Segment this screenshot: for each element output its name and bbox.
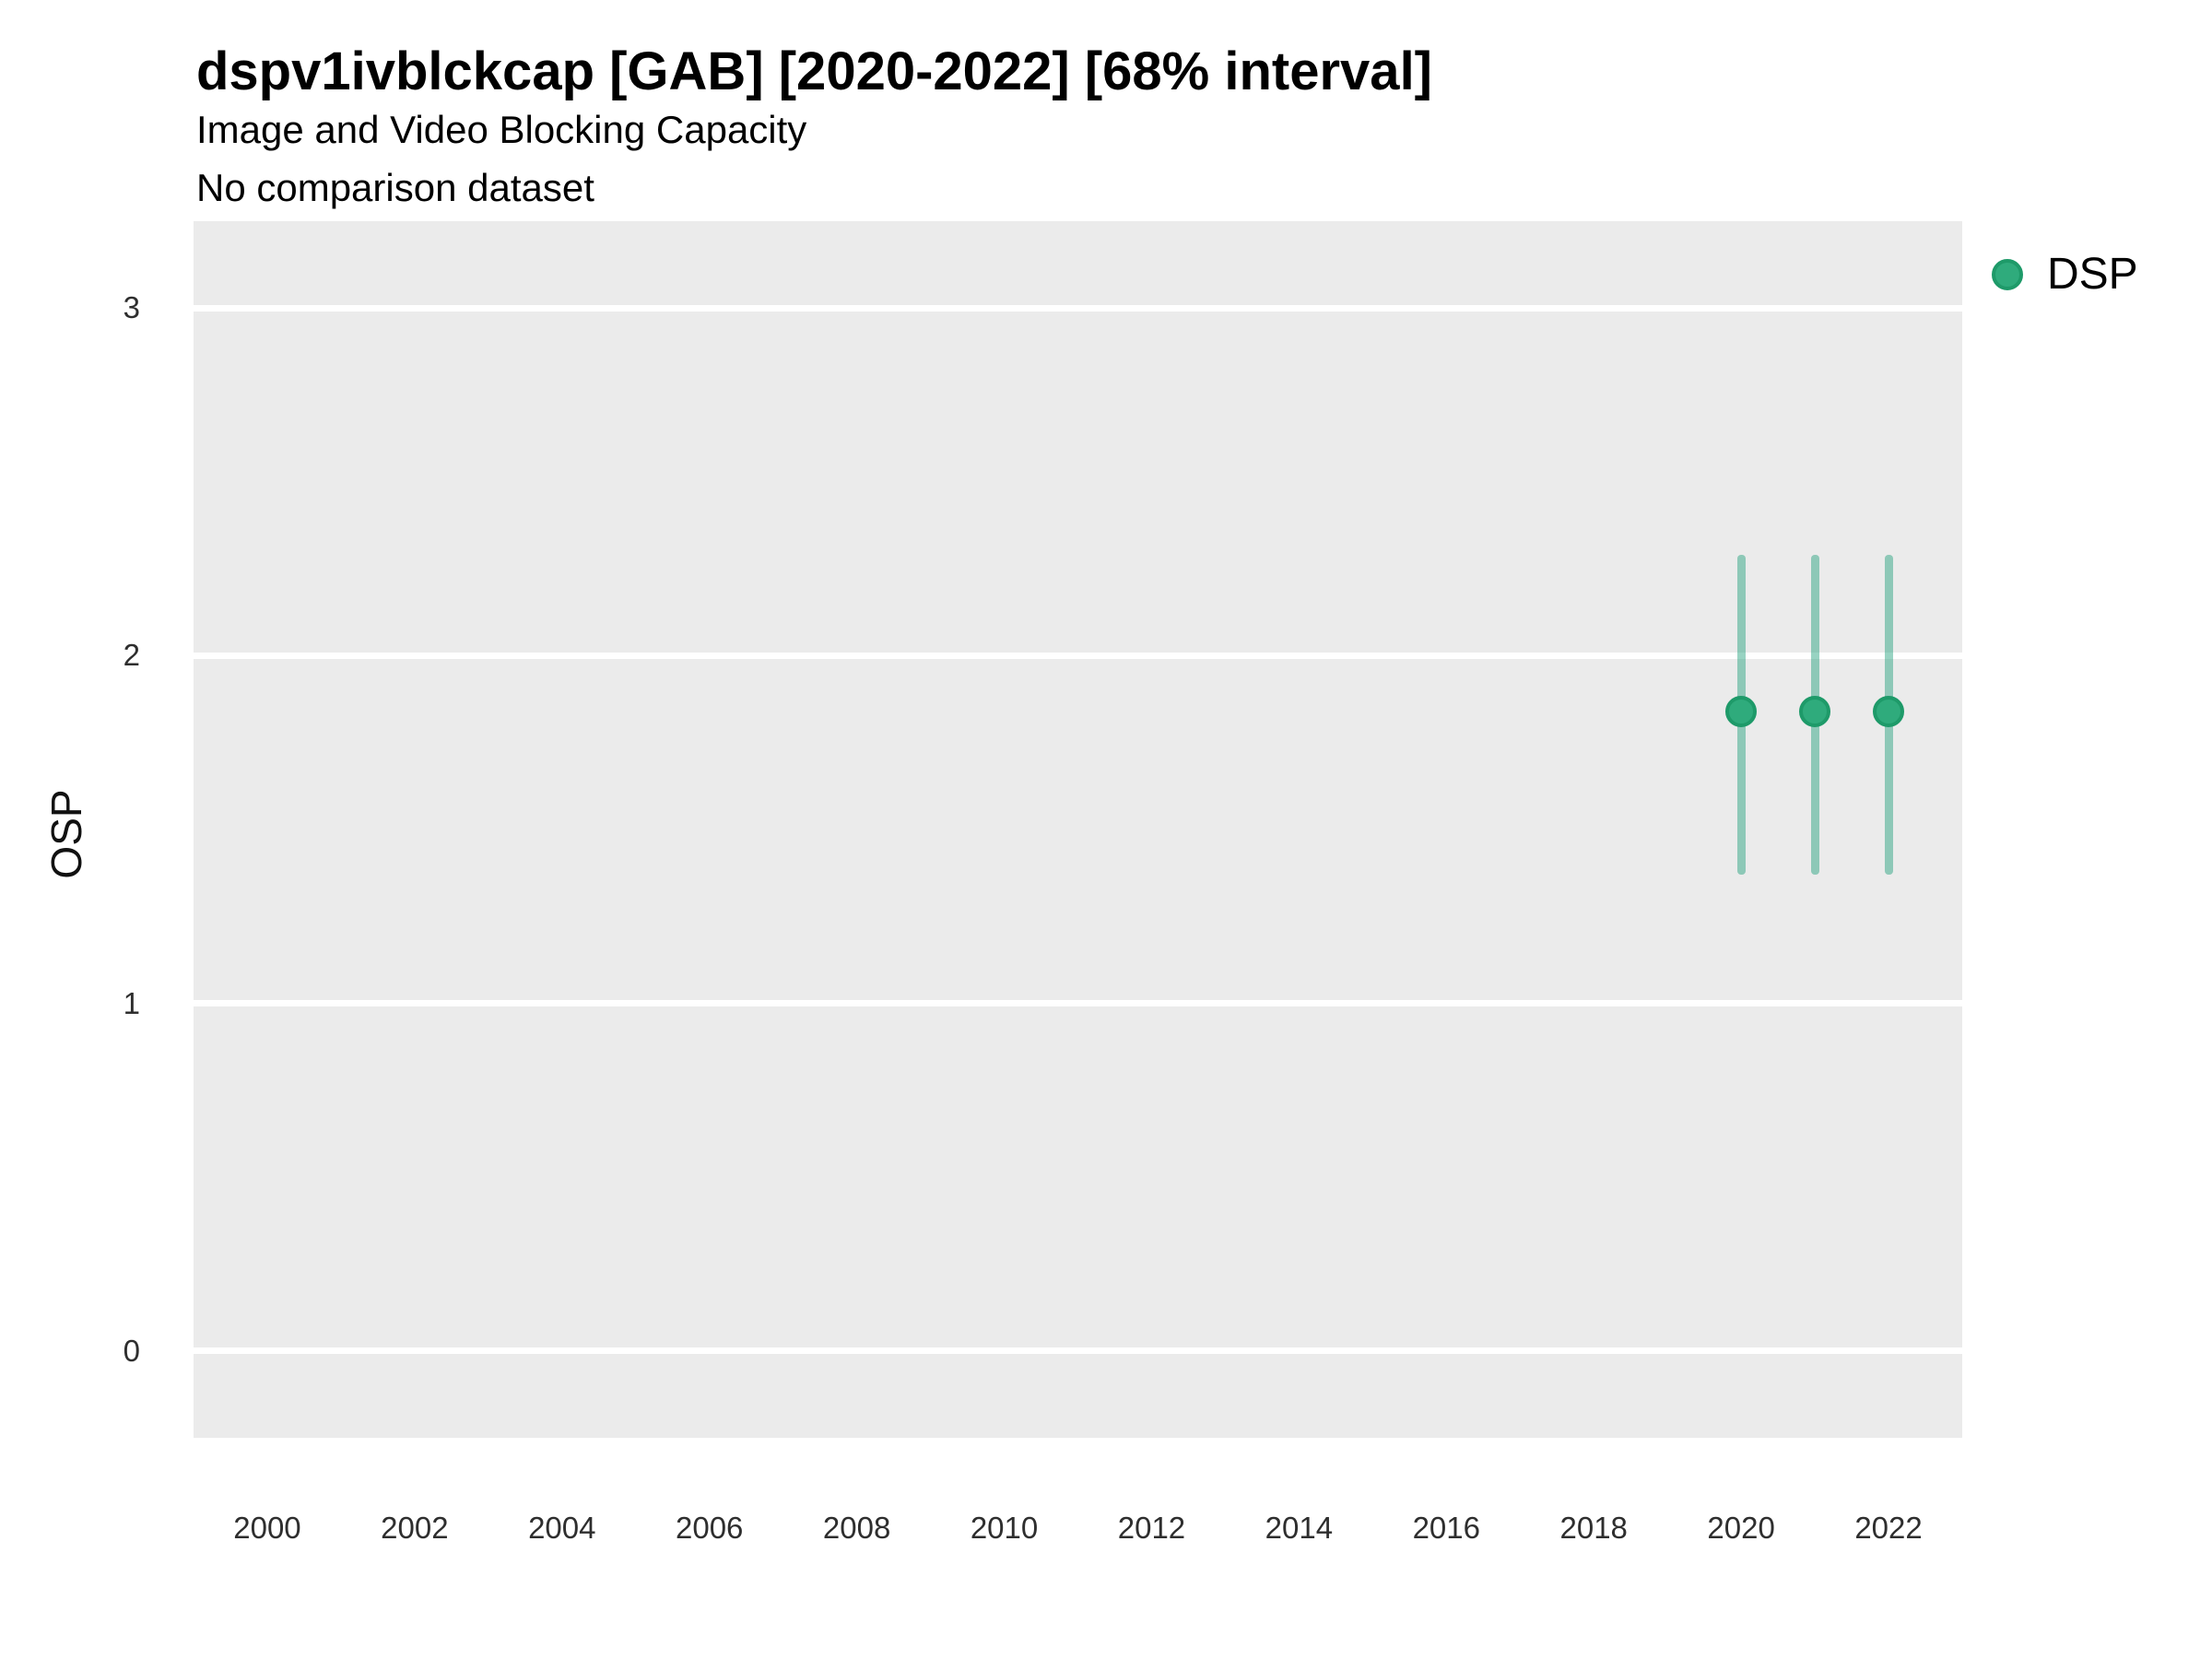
chart-subtitle: Image and Video Blocking Capacity bbox=[196, 108, 807, 151]
y-tick-label-1: 1 bbox=[123, 985, 140, 1020]
gridline-y-1 bbox=[194, 1000, 1962, 1007]
x-tick-label-2010: 2010 bbox=[970, 1511, 1039, 1545]
x-tick-label-2008: 2008 bbox=[822, 1511, 891, 1545]
y-tick-label-2: 2 bbox=[123, 638, 140, 673]
plot-panel bbox=[194, 221, 1962, 1438]
x-tick-label-2004: 2004 bbox=[528, 1511, 596, 1545]
x-tick-label-2022: 2022 bbox=[1854, 1511, 1923, 1545]
x-tick-label-2006: 2006 bbox=[675, 1511, 744, 1545]
chart-title: dspv1ivblckcap [GAB] [2020-2022] [68% in… bbox=[196, 41, 1432, 101]
data-point-2020 bbox=[1725, 695, 1758, 727]
y-tick-label-3: 3 bbox=[123, 290, 140, 325]
y-tick-label-0: 0 bbox=[123, 1333, 140, 1368]
gridline-y-3 bbox=[194, 304, 1962, 312]
data-point-2021 bbox=[1799, 695, 1831, 727]
gridline-y-2 bbox=[194, 652, 1962, 659]
x-tick-label-2014: 2014 bbox=[1265, 1511, 1334, 1545]
x-tick-label-2002: 2002 bbox=[381, 1511, 449, 1545]
gridline-y-0 bbox=[194, 1347, 1962, 1355]
data-point-2022 bbox=[1873, 695, 1905, 727]
legend: DSP bbox=[1992, 253, 2138, 297]
legend-marker-dsp-icon bbox=[1992, 259, 2023, 290]
x-tick-label-2012: 2012 bbox=[1117, 1511, 1186, 1545]
x-tick-label-2016: 2016 bbox=[1412, 1511, 1480, 1545]
chart-note: No comparison dataset bbox=[196, 166, 594, 209]
x-tick-label-2000: 2000 bbox=[233, 1511, 301, 1545]
x-tick-label-2018: 2018 bbox=[1559, 1511, 1628, 1545]
y-axis-title: OSP bbox=[42, 789, 90, 879]
legend-label-dsp: DSP bbox=[2047, 250, 2138, 299]
x-tick-label-2020: 2020 bbox=[1707, 1511, 1775, 1545]
